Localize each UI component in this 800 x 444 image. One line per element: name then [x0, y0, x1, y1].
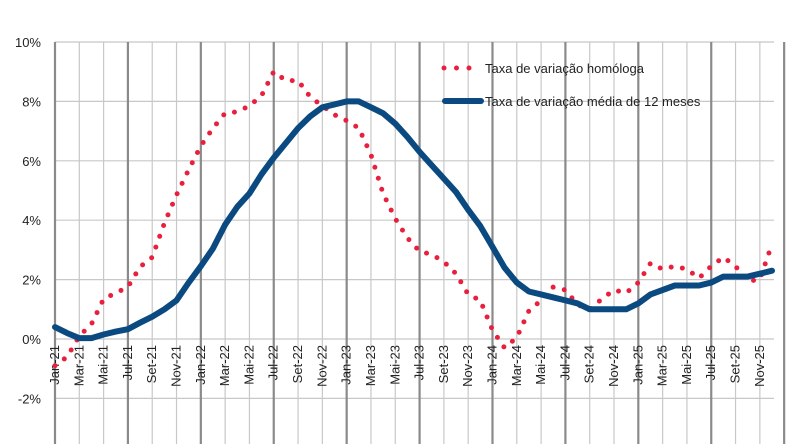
y-tick-label: 2% [22, 273, 41, 288]
series-group [52, 69, 775, 369]
x-tick-label: Mar-21 [71, 345, 86, 386]
x-tick-label: Set-23 [436, 345, 451, 383]
x-tick-label: Jan-25 [630, 345, 645, 385]
x-tick-label: Mai-21 [96, 345, 111, 385]
x-tick-label: Jul-21 [120, 345, 135, 380]
x-tick-label: Set-22 [290, 345, 305, 383]
legend-label-homologa: Taxa de variação homóloga [485, 61, 645, 76]
y-tick-label: 6% [22, 154, 41, 169]
x-tick-label: Mai-22 [241, 345, 256, 385]
x-tick-label: Mar-23 [363, 345, 378, 386]
x-tick-label: Jul-24 [557, 345, 572, 380]
x-tick-label: Mar-25 [655, 345, 670, 386]
x-tick-label: Nov-23 [460, 345, 475, 387]
grid [53, 41, 786, 444]
y-tick-label: 8% [22, 94, 41, 109]
x-tick-label: Nov-22 [314, 345, 329, 387]
legend: Taxa de variação homóloga Taxa de variaç… [441, 61, 701, 109]
x-tick-label: Mai-23 [387, 345, 402, 385]
x-tick-label: Nov-25 [752, 345, 767, 387]
y-tick-label: 4% [22, 213, 41, 228]
x-tick-label: Jul-25 [703, 345, 718, 380]
y-tick-label: 0% [22, 332, 41, 347]
x-tick-label: Mar-24 [509, 345, 524, 386]
y-tick-label: -2% [18, 391, 42, 406]
x-tick-label: Mai-24 [533, 345, 548, 385]
x-tick-label: Nov-24 [606, 345, 621, 387]
x-tick-label: Jan-22 [193, 345, 208, 385]
x-tick-label: Set-21 [144, 345, 159, 383]
legend-label-media: Taxa de variação média de 12 meses [485, 94, 701, 109]
y-tick-label: 10% [15, 35, 41, 50]
x-tick-label: Jan-24 [484, 345, 499, 385]
x-tick-label: Jul-23 [412, 345, 427, 380]
x-tick-label: Set-24 [582, 345, 597, 383]
series-media-12m-line [52, 98, 775, 342]
y-axis: -2% 0% 2% 4% 6% 8% 10% [15, 35, 41, 406]
series-homologa-line [52, 69, 775, 369]
x-tick-label: Mar-22 [217, 345, 232, 386]
x-tick-label: Nov-21 [169, 345, 184, 387]
x-tick-label: Jan-23 [339, 345, 354, 385]
x-tick-label: Jul-22 [266, 345, 281, 380]
x-tick-label: Mai-25 [679, 345, 694, 385]
x-axis: Jan-21 Mar-21 Mai-21 Jul-21 Set-21 Nov-21 Jan-… [47, 345, 767, 387]
x-tick-label: Set-25 [728, 345, 743, 383]
